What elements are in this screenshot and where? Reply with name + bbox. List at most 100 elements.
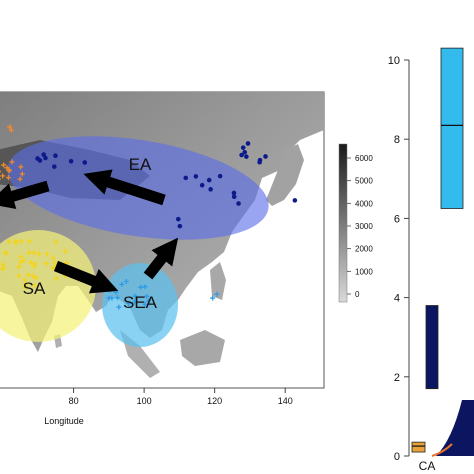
sample-point-sa (32, 261, 38, 267)
sample-point-ca (8, 127, 14, 133)
sample-point-ca (0, 170, 2, 173)
sample-point-sea (142, 301, 148, 307)
sample-point-ea (239, 152, 244, 158)
sample-point-sa (43, 261, 49, 267)
arrow-sea-to-ea (143, 237, 179, 280)
sample-point-ea (263, 154, 268, 159)
sample-point-ea (53, 153, 58, 158)
sample-point-ca (19, 171, 25, 177)
category-label-ca: CA (419, 459, 436, 473)
sample-point-sa (53, 239, 59, 245)
box-y-tick-label: 6 (394, 213, 400, 225)
sample-point-ea (244, 154, 249, 159)
region-label-sea: SEA (123, 293, 158, 312)
sample-point-sea (126, 301, 132, 307)
colorbar-tick-label: 5000 (355, 177, 373, 186)
migration-arrows (0, 169, 179, 294)
sample-point-sa (52, 260, 58, 266)
sample-point-sea (114, 295, 120, 301)
x-axis: 80 100 120 140 (69, 388, 293, 406)
box-y-axis: 0 2 4 6 8 10 (388, 55, 409, 463)
sample-point-sea (119, 281, 125, 287)
sample-point-ca (18, 164, 24, 170)
sample-point-sa (32, 283, 38, 289)
sample-point-sea (214, 291, 220, 297)
x-tick-label: 140 (278, 396, 293, 406)
sample-point-sa (36, 251, 42, 257)
colorbar-tick-label: 6000 (355, 154, 373, 163)
box-y-tick-label: 4 (394, 293, 400, 305)
box-1 (425, 305, 439, 390)
sample-point-ea (231, 190, 237, 196)
sample-point-sa (25, 272, 31, 278)
colorbar-tick-label: 4000 (355, 199, 373, 208)
sample-point-sa (26, 250, 32, 256)
sample-point-ea (41, 152, 47, 157)
sample-point-ca (5, 175, 11, 181)
sample-point-ea (292, 198, 298, 203)
sample-point-ea (43, 155, 48, 161)
borneo-island (180, 330, 225, 366)
sample-point-ea (242, 149, 248, 155)
sample-point-sea (132, 293, 138, 299)
sample-point-sa (31, 250, 37, 256)
x-axis-label: Longitude (44, 416, 84, 426)
sample-point-ea (52, 164, 57, 169)
sample-point-sa (23, 284, 29, 290)
region-label-ea: EA (129, 155, 152, 174)
sample-point-ea (231, 194, 237, 200)
sample-point-ca (6, 167, 12, 173)
sample-point-ea (177, 223, 183, 229)
sample-point-sa (28, 260, 34, 266)
sample-points (0, 124, 298, 310)
colorbar-tick-label: 3000 (355, 222, 373, 231)
sample-point-ca (0, 178, 1, 180)
sample-point-sa (31, 263, 37, 269)
box-panel: 0 2 4 6 8 10 CA (388, 47, 474, 473)
colorbar-tick-label: 2000 (355, 245, 373, 254)
sample-point-sa (16, 273, 22, 279)
sample-point-ea (245, 141, 251, 146)
sample-point-ca (0, 173, 6, 179)
box-2 (411, 441, 426, 453)
sample-point-sea (132, 299, 138, 305)
sample-point-sa (16, 264, 22, 270)
map-panel: EA SA SEA 80 100 120 140 Longitude (0, 91, 325, 426)
sample-point-sea (123, 278, 129, 284)
x-tick-label: 80 (69, 396, 79, 406)
philippines-island (210, 262, 226, 300)
sample-point-ea (175, 216, 181, 222)
sample-point-sea (116, 304, 122, 310)
sample-point-sea (142, 284, 148, 290)
sample-point-ea (37, 158, 43, 163)
sample-point-sa (18, 254, 24, 260)
colorbar-ticks: 0 1000 2000 3000 4000 5000 6000 (347, 154, 373, 299)
arrow-sa-to-sea (53, 260, 119, 294)
sample-point-ca (9, 159, 15, 165)
sample-point-sa (13, 238, 19, 244)
sample-point-ea (257, 157, 263, 163)
sample-point-ca (7, 124, 13, 130)
box-y-tick-label: 8 (394, 134, 400, 146)
sample-point-ea (193, 174, 199, 179)
sample-point-ea (199, 182, 205, 188)
colorbar-gradient (338, 143, 348, 303)
sample-point-sa (62, 248, 68, 254)
box-y-tick-label: 10 (388, 55, 400, 67)
sample-point-sa (6, 239, 12, 245)
sample-point-sea (138, 284, 144, 290)
box-y-tick-label: 2 (394, 372, 400, 384)
arrow-ea-to-ca (83, 169, 166, 206)
sample-point-sa (33, 275, 39, 281)
sample-point-sa (17, 259, 23, 265)
box-series (411, 47, 464, 453)
sample-point-sa (26, 238, 32, 244)
japan-island (266, 144, 304, 206)
sample-point-ea (217, 173, 223, 179)
sample-point-ea (240, 145, 246, 150)
elevation-colorbar: 0 1000 2000 3000 4000 5000 6000 (338, 143, 373, 303)
sample-point-sa (18, 238, 24, 244)
sample-point-sa (44, 251, 50, 257)
sample-point-sa (50, 255, 56, 261)
sample-point-ea (236, 201, 241, 206)
